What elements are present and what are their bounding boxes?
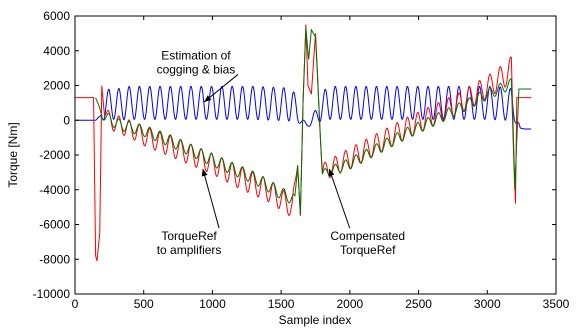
annotation-text: Compensated — [330, 229, 405, 243]
y-tick-label: 2000 — [43, 79, 70, 93]
series-layer — [75, 24, 532, 262]
y-tick-label: -10000 — [33, 287, 71, 301]
y-tick-label: 0 — [63, 113, 70, 127]
x-tick-label: 3500 — [543, 297, 570, 311]
annotation-text: to amplifiers — [157, 243, 222, 257]
y-tick-label: -8000 — [39, 252, 70, 266]
annotation-arrow-line — [328, 168, 351, 229]
annotation-arrow-line — [203, 74, 239, 103]
y-tick-label: -2000 — [39, 148, 70, 162]
x-tick-label: 1000 — [199, 297, 226, 311]
plot-area — [75, 16, 556, 294]
series-line-compensated — [95, 28, 532, 215]
x-tick-label: 0 — [72, 297, 79, 311]
y-axis-label: Torque [Nm] — [6, 122, 20, 187]
x-tick-label: 2000 — [337, 297, 364, 311]
x-tick-label: 1500 — [268, 297, 295, 311]
annotation-arrow-line — [202, 168, 220, 229]
annotation-arrowhead — [328, 168, 335, 177]
annotation-arrowhead — [204, 95, 212, 103]
y-tick-label: -6000 — [39, 218, 70, 232]
annotation-arrowhead — [201, 168, 208, 177]
annotation-text: TorqueRef — [340, 243, 396, 257]
x-axis-label: Sample index — [279, 313, 352, 327]
x-tick-label: 2500 — [405, 297, 432, 311]
y-tick-label: -4000 — [39, 183, 70, 197]
annotation-text: TorqueRef — [161, 229, 217, 243]
ticks-layer: 0 500 1000 1500 2000 2500 3000 3500 -10000 -8000 -… — [33, 9, 570, 311]
y-tick-label: 4000 — [43, 44, 70, 58]
y-tick-label: 6000 — [43, 9, 70, 23]
x-tick-label: 500 — [134, 297, 154, 311]
x-tick-label: 3000 — [474, 297, 501, 311]
annotation-text: Estimation of — [161, 48, 231, 62]
annotation-text: cogging & bias — [157, 62, 236, 76]
